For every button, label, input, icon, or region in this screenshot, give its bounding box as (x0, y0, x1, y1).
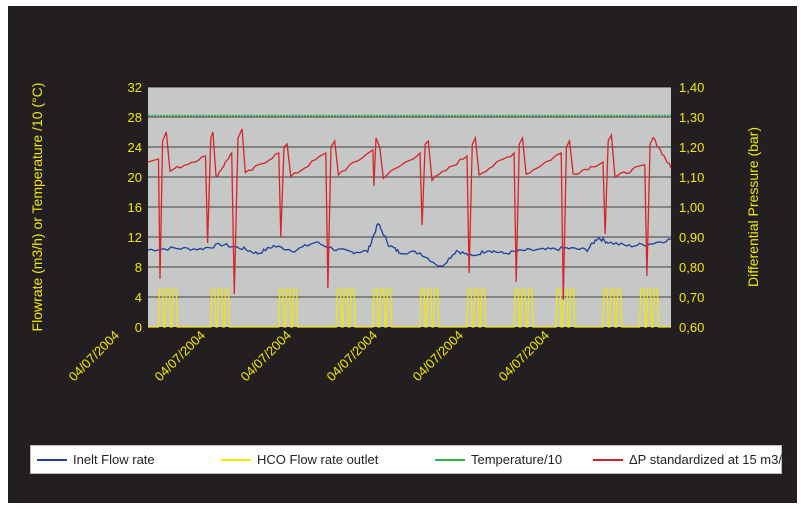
y-left-tick-label: 12 (128, 230, 142, 245)
x-tick-label: 04/07/2004 (495, 328, 552, 385)
legend-label-temperature: Temperature/10 (471, 452, 563, 467)
y-right-tick-label: 1,40 (679, 80, 704, 95)
x-tick-label: 04/07/2004 (151, 328, 208, 385)
legend-label-hco: HCO Flow rate outlet (257, 452, 379, 467)
y-left-tick-label: 32 (128, 80, 142, 95)
x-tick-label: 04/07/2004 (65, 328, 122, 385)
y-right-tick-label: 1,30 (679, 110, 704, 125)
chart-svg: 0 4 8 12 16 20 24 28 32 0,60 0,70 0,80 0,90 1,00 1,10… (29, 80, 761, 385)
legend-swatch-dp (593, 458, 623, 461)
y-right-tick-label: 1,00 (679, 200, 704, 215)
legend-swatch-inlet (37, 458, 67, 461)
x-tick-label: 04/07/2004 (409, 328, 466, 385)
y-left-tick-label: 20 (128, 170, 142, 185)
y-right-tick-label: 0,70 (679, 290, 704, 305)
y-right-ticks: 0,60 0,70 0,80 0,90 1,00 1,10 1,20 1,30 1,40 (679, 80, 704, 335)
series-hco-line (148, 288, 671, 328)
y-right-tick-label: 1,20 (679, 140, 704, 155)
legend-item-hco: HCO Flow rate outlet (221, 446, 378, 473)
y-right-tick-label: 0,80 (679, 260, 704, 275)
legend-item-temperature: Temperature/10 (435, 446, 562, 473)
legend-item-dp: ΔP standardized at 15 m3/h (593, 446, 789, 473)
y-right-tick-label: 0,60 (679, 320, 704, 335)
series-dp-line (147, 128, 672, 301)
series-layer (147, 114, 672, 328)
chart-frame: 0 4 8 12 16 20 24 28 32 0,60 0,70 0,80 0,90 1,00 1,10… (8, 6, 797, 503)
y-axis-left-label: Flowrate (m3/h) or Temperature /10 (°C) (29, 83, 45, 332)
y-axis-right-label: Differential Pressure (bar) (745, 127, 761, 287)
legend-label-inlet: Inelt Flow rate (73, 452, 155, 467)
y-left-tick-label: 28 (128, 110, 142, 125)
legend-swatch-temperature (435, 458, 465, 461)
y-right-tick-label: 1,10 (679, 170, 704, 185)
y-right-tick-label: 0,90 (679, 230, 704, 245)
legend-swatch-hco (221, 458, 251, 461)
y-left-tick-label: 8 (135, 260, 142, 275)
y-left-tick-label: 4 (135, 290, 142, 305)
legend-label-dp: ΔP standardized at 15 m3/h (629, 452, 790, 467)
x-ticks: 04/07/2004 04/07/2004 04/07/2004 04/07/2004… (65, 328, 552, 385)
legend-item-inlet: Inelt Flow rate (37, 446, 155, 473)
series-inlet-line (147, 222, 672, 268)
x-tick-label: 04/07/2004 (323, 328, 380, 385)
y-left-ticks: 0 4 8 12 16 20 24 28 32 (128, 80, 142, 335)
y-left-tick-label: 0 (135, 320, 142, 335)
y-left-tick-label: 16 (128, 200, 142, 215)
x-tick-label: 04/07/2004 (237, 328, 294, 385)
y-left-tick-label: 24 (128, 140, 142, 155)
legend: Inelt Flow rate HCO Flow rate outlet Tem… (30, 445, 789, 474)
